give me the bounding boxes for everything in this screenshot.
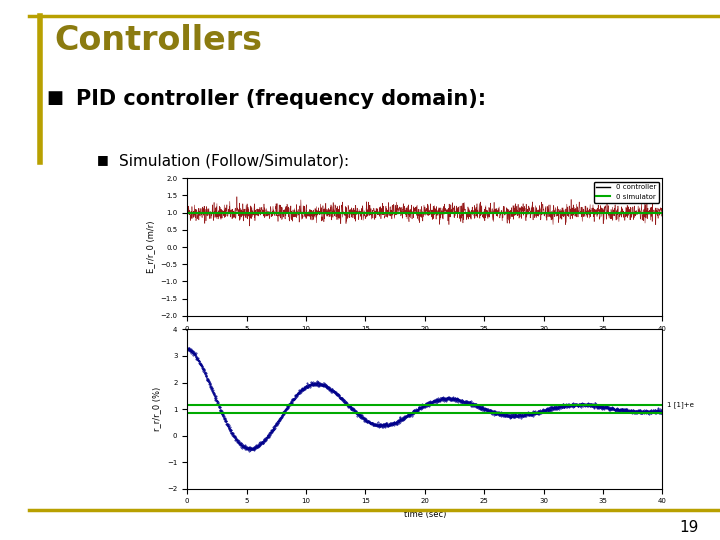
Text: Simulation (Follow/Simulator):: Simulation (Follow/Simulator): bbox=[119, 153, 349, 168]
Y-axis label: E_r/r_0 (m/r): E_r/r_0 (m/r) bbox=[145, 221, 155, 273]
Legend: 0 controller, 0 simulator: 0 controller, 0 simulator bbox=[594, 181, 659, 202]
Text: ■: ■ bbox=[47, 89, 64, 106]
Text: 19: 19 bbox=[679, 519, 698, 535]
Text: ■: ■ bbox=[97, 153, 109, 166]
Text: PID controller (frequency domain):: PID controller (frequency domain): bbox=[76, 89, 486, 109]
Text: 1 [1]+e: 1 [1]+e bbox=[667, 402, 694, 408]
Y-axis label: r_r/r_0 (%): r_r/r_0 (%) bbox=[153, 387, 161, 431]
X-axis label: time (sec): time (sec) bbox=[404, 510, 446, 519]
X-axis label: time (sec): time (sec) bbox=[404, 337, 446, 346]
Text: Controllers: Controllers bbox=[54, 24, 262, 57]
